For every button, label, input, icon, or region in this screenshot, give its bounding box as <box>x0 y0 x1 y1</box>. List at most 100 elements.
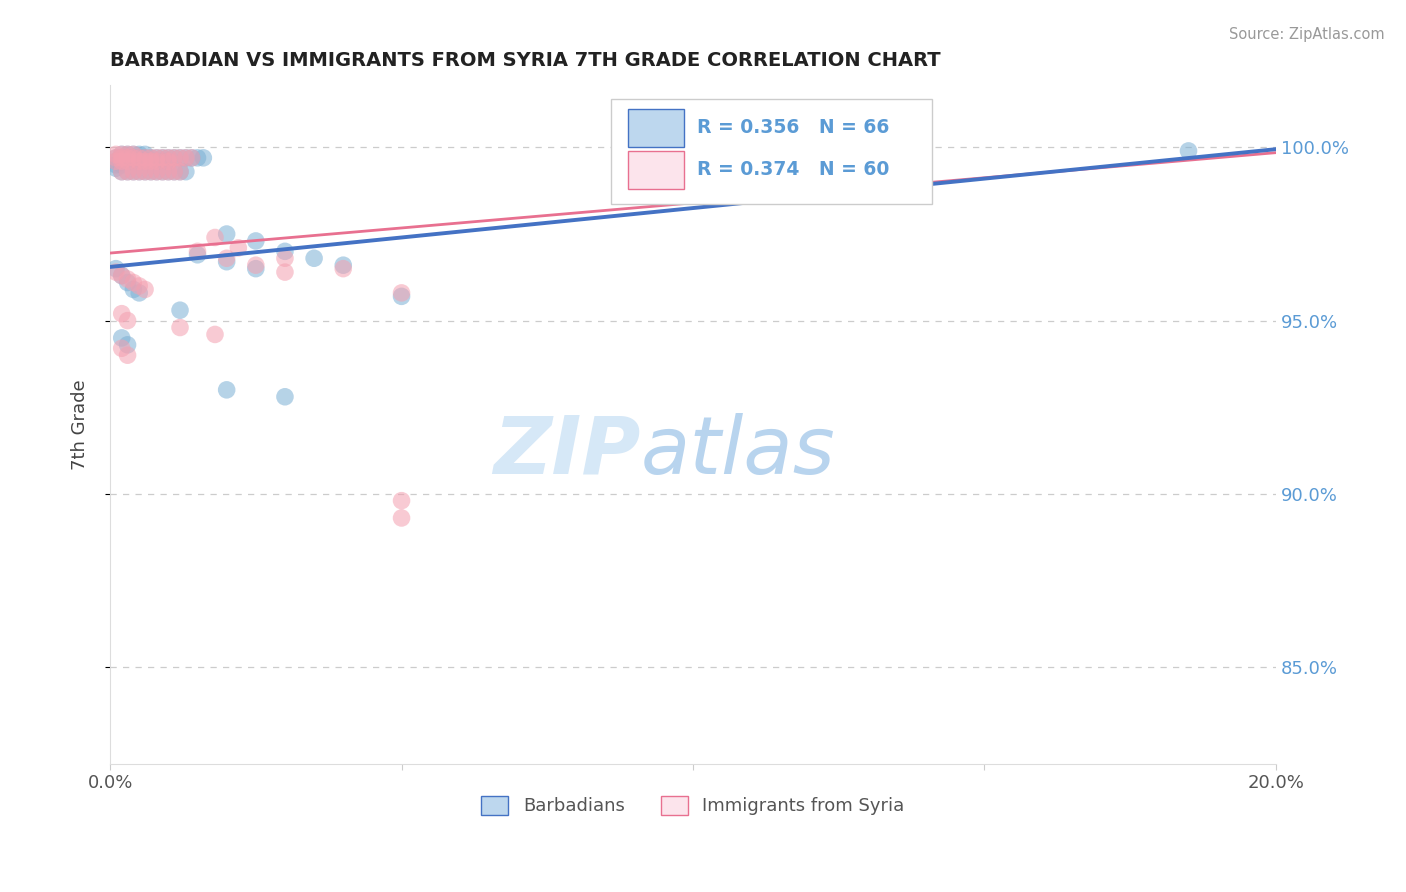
Point <box>117 147 139 161</box>
Point <box>128 164 150 178</box>
Point <box>152 154 174 169</box>
Point <box>134 147 156 161</box>
Point <box>139 154 162 169</box>
Point <box>157 151 180 165</box>
Y-axis label: 7th Grade: 7th Grade <box>72 379 89 470</box>
Point <box>111 158 134 172</box>
Point <box>111 164 134 178</box>
Point <box>139 151 162 165</box>
Point <box>117 313 139 327</box>
Point <box>152 151 174 165</box>
Point <box>274 265 297 279</box>
Point <box>204 230 226 244</box>
Point <box>186 151 208 165</box>
Point <box>215 252 238 266</box>
Point <box>145 151 167 165</box>
Point <box>122 147 145 161</box>
Point <box>1177 144 1199 158</box>
Point <box>128 147 150 161</box>
Point <box>122 154 145 169</box>
Point <box>117 147 139 161</box>
Point <box>134 164 156 178</box>
Point <box>128 285 150 300</box>
Point <box>111 151 134 165</box>
Point <box>139 164 162 178</box>
Point <box>174 151 197 165</box>
Point <box>117 272 139 286</box>
Point <box>204 327 226 342</box>
Point <box>111 331 134 345</box>
Legend: Barbadians, Immigrants from Syria: Barbadians, Immigrants from Syria <box>474 789 912 822</box>
Point <box>128 154 150 169</box>
Point <box>104 154 127 169</box>
Point <box>145 164 167 178</box>
Point <box>274 390 297 404</box>
Point <box>228 241 250 255</box>
Point <box>111 151 134 165</box>
Point <box>145 164 167 178</box>
Point <box>117 348 139 362</box>
Point <box>111 147 134 161</box>
Point <box>104 161 127 176</box>
Point <box>169 151 191 165</box>
Point <box>134 282 156 296</box>
Point <box>169 151 191 165</box>
FancyBboxPatch shape <box>627 151 683 189</box>
Point <box>111 147 134 161</box>
FancyBboxPatch shape <box>612 99 932 204</box>
Point <box>245 261 267 276</box>
Point <box>111 341 134 355</box>
Point <box>104 154 127 169</box>
Point <box>157 164 180 178</box>
Point <box>111 164 134 178</box>
Point <box>215 254 238 268</box>
Text: BARBADIAN VS IMMIGRANTS FROM SYRIA 7TH GRADE CORRELATION CHART: BARBADIAN VS IMMIGRANTS FROM SYRIA 7TH G… <box>110 51 941 70</box>
Point <box>117 151 139 165</box>
Point <box>152 164 174 178</box>
Point <box>111 268 134 283</box>
Point <box>180 151 202 165</box>
Point <box>122 276 145 290</box>
Point <box>104 151 127 165</box>
Point <box>139 154 162 169</box>
Point <box>163 164 186 178</box>
Point <box>174 151 197 165</box>
Point <box>111 154 134 169</box>
Text: atlas: atlas <box>641 413 835 491</box>
Point <box>104 261 127 276</box>
Point <box>104 147 127 161</box>
Point <box>139 151 162 165</box>
Point <box>139 164 162 178</box>
Point <box>128 279 150 293</box>
Point <box>186 244 208 259</box>
Point <box>169 164 191 178</box>
Point <box>391 493 413 508</box>
Point <box>122 164 145 178</box>
Point <box>180 151 202 165</box>
Point <box>122 164 145 178</box>
Point <box>157 154 180 169</box>
Point <box>134 154 156 169</box>
Point <box>111 307 134 321</box>
Point <box>157 154 180 169</box>
Point <box>128 164 150 178</box>
Point <box>152 151 174 165</box>
Point <box>169 303 191 318</box>
Point <box>145 151 167 165</box>
Point <box>111 154 134 169</box>
Point <box>245 258 267 272</box>
Point <box>245 234 267 248</box>
Point <box>193 151 215 165</box>
Point <box>128 151 150 165</box>
Point <box>134 151 156 165</box>
Point <box>117 276 139 290</box>
Point <box>134 154 156 169</box>
Point <box>104 265 127 279</box>
Point <box>128 154 150 169</box>
Point <box>302 252 325 266</box>
Point <box>391 289 413 303</box>
Point <box>117 338 139 352</box>
Point <box>122 151 145 165</box>
Text: ZIP: ZIP <box>494 413 641 491</box>
Point <box>332 258 354 272</box>
